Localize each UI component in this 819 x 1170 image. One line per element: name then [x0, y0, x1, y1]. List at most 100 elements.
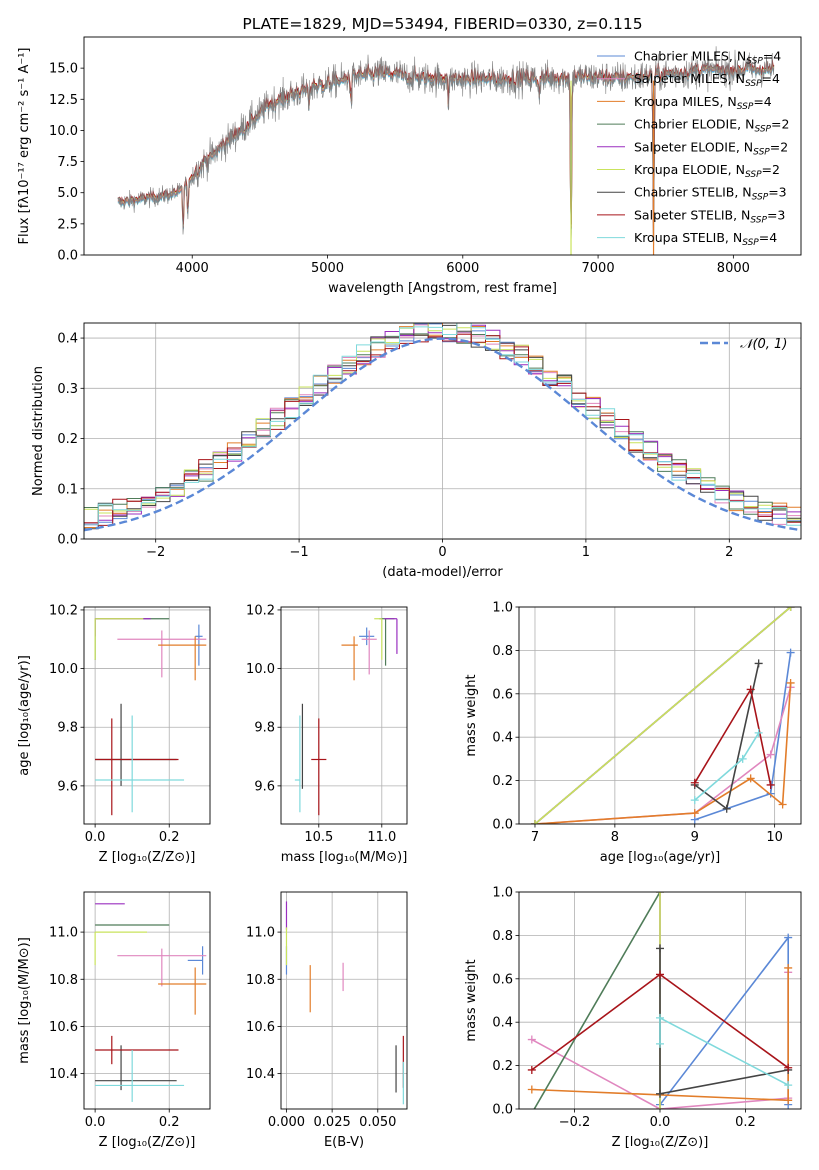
y-tick-label: 11.0: [246, 926, 275, 941]
point-marker: [690, 778, 699, 787]
x-axis-label: mass [log₁₀(M/M⊙)]: [281, 850, 408, 865]
y-tick-label: 1.0: [492, 601, 513, 616]
x-tick-label: 0.2: [159, 830, 180, 845]
legend-label: Chabrier MILES, NSSP=4: [634, 49, 781, 67]
axes-frame: [83, 606, 211, 825]
x-tick-label: 0.0: [85, 830, 106, 845]
errorbar-salpeter_elodie: [384, 618, 398, 654]
axes-frame: [83, 36, 802, 256]
axes-frame: [518, 891, 802, 1110]
y-tick-label: 10.6: [246, 1020, 275, 1035]
point-marker: [778, 800, 787, 809]
point-marker: [784, 1096, 793, 1105]
x-axis-label: (data-model)/error: [382, 565, 503, 580]
x-tick-label: 2: [725, 545, 733, 560]
axes-age_vs_mass: 10.5 11.0 9.6 9.8 10.0 10.2 mass [log₁₀(M/M⊙)]: [246, 603, 408, 865]
errorbar-salpeter_miles: [117, 630, 207, 678]
y-tick-label: 0.6: [492, 972, 513, 987]
axes-age_vs_Z: 0.0 0.2 9.6 9.8 10.0 10.2 Z [log₁₀(Z/Z⊙)] age […: [17, 603, 211, 865]
legend-label: Kroupa MILES, NSSP=4: [634, 94, 772, 112]
legend-suffix: =2: [770, 139, 788, 154]
y-tick-label: 9.6: [57, 779, 78, 794]
y-tick-label: 10.2: [49, 603, 78, 618]
point-marker: [690, 809, 699, 818]
errorbar-chabrier_miles: [187, 946, 204, 975]
y-tick-label: 9.8: [57, 721, 78, 736]
x-tick-label: 10: [766, 830, 783, 845]
errorbar-kroupa_miles: [341, 636, 358, 681]
point-marker: [786, 607, 795, 611]
axes-frame: [280, 891, 408, 1110]
legend-text: Chabrier STELIB, N: [634, 185, 752, 200]
y-axis-label: mass [log₁₀(M/M⊙)]: [17, 937, 32, 1064]
legend-subscript: SSP: [750, 215, 767, 225]
point-marker: [656, 1039, 664, 1048]
errorbar-salpeter_elodie: [94, 618, 151, 637]
errorbar-chabrier_stelib: [95, 703, 177, 786]
x-tick-label: 10.5: [304, 830, 333, 845]
legend-text: Salpeter ELODIE, N: [634, 139, 753, 154]
plot-area-age_vs_Z: [94, 618, 207, 816]
plot-area-spectrum: [117, 46, 775, 255]
point-marker: [754, 659, 763, 668]
x-tick-label: 9: [691, 830, 699, 845]
series-salpeter_miles: [530, 683, 795, 824]
y-tick-label: 10.8: [49, 973, 78, 988]
point-marker: [784, 963, 793, 972]
x-axis-label: Z [log₁₀(Z/Z⊙)]: [99, 850, 196, 865]
y-tick-label: 5.0: [57, 186, 78, 201]
series-chabrier_stelib: [690, 659, 763, 813]
series-line: [659, 1016, 789, 1086]
y-tick-label: 2.5: [57, 217, 78, 232]
errorbar-chabrier_stelib: [95, 1045, 177, 1091]
series-kroupa_elodie: [530, 607, 795, 824]
errorbar-chabrier_miles: [359, 627, 375, 646]
y-tick-label: 10.0: [49, 124, 78, 139]
legend-subscript: SSP: [745, 170, 762, 180]
x-tick-label: 0: [438, 545, 446, 560]
y-tick-label: 0.2: [492, 1059, 513, 1074]
x-tick-label: 4000: [176, 261, 209, 276]
y-tick-label: 10.4: [246, 1067, 275, 1082]
point-marker: [766, 780, 775, 789]
point-marker: [656, 1089, 664, 1098]
point-marker: [527, 1065, 536, 1074]
errorbar-kroupa_miles: [158, 967, 207, 1015]
y-tick-label: 12.5: [49, 93, 78, 108]
legend-label: Chabrier STELIB, NSSP=3: [634, 185, 787, 203]
legend-subscript: SSP: [753, 147, 770, 157]
series-salpeter_stelib: [690, 685, 775, 789]
x-tick-label: 8000: [717, 261, 750, 276]
x-tick-label: 8: [611, 830, 619, 845]
legend-text: Chabrier ELODIE, N: [634, 117, 754, 132]
series-kroupa_stelib: [656, 1013, 793, 1090]
y-tick-label: 1.0: [492, 886, 513, 901]
legend-label: Salpeter ELODIE, NSSP=2: [634, 139, 788, 157]
y-tick-label: 10.2: [246, 603, 275, 618]
y-tick-label: 0.8: [492, 929, 513, 944]
errorbar-kroupa_elodie: [94, 618, 144, 660]
errorbar-kroupa_elodie: [94, 931, 147, 966]
plot-area-age_vs_mass: [294, 618, 398, 816]
y-tick-label: 0.2: [57, 432, 78, 447]
x-tick-label: 0.2: [735, 1115, 756, 1130]
legend-label: Salpeter STELIB, NSSP=3: [634, 207, 785, 225]
legend-label: Kroupa ELODIE, NSSP=2: [634, 162, 780, 180]
y-tick-label: 10.6: [49, 1020, 78, 1035]
x-axis-label: E(B-V): [324, 1135, 364, 1150]
legend-suffix: =4: [762, 71, 780, 86]
x-tick-label: −1: [290, 545, 309, 560]
series-kroupa_stelib: [690, 728, 763, 805]
axes-frame: [518, 606, 802, 825]
legend-subscript: SSP: [742, 238, 759, 248]
axes-frame: [83, 891, 211, 1110]
series-line: [534, 687, 792, 824]
x-tick-label: 0.025: [314, 1115, 351, 1130]
y-tick-label: 0.4: [492, 731, 513, 746]
x-axis-label: Z [log₁₀(Z/Z⊙)]: [612, 1135, 709, 1150]
x-tick-label: 0.0: [650, 1115, 671, 1130]
series-line: [534, 682, 792, 824]
legend-text: Kroupa STELIB, N: [634, 230, 742, 245]
y-axis-label: Normed distribution: [31, 366, 46, 496]
x-axis-label: wavelength [Angstrom, rest frame]: [328, 281, 557, 296]
